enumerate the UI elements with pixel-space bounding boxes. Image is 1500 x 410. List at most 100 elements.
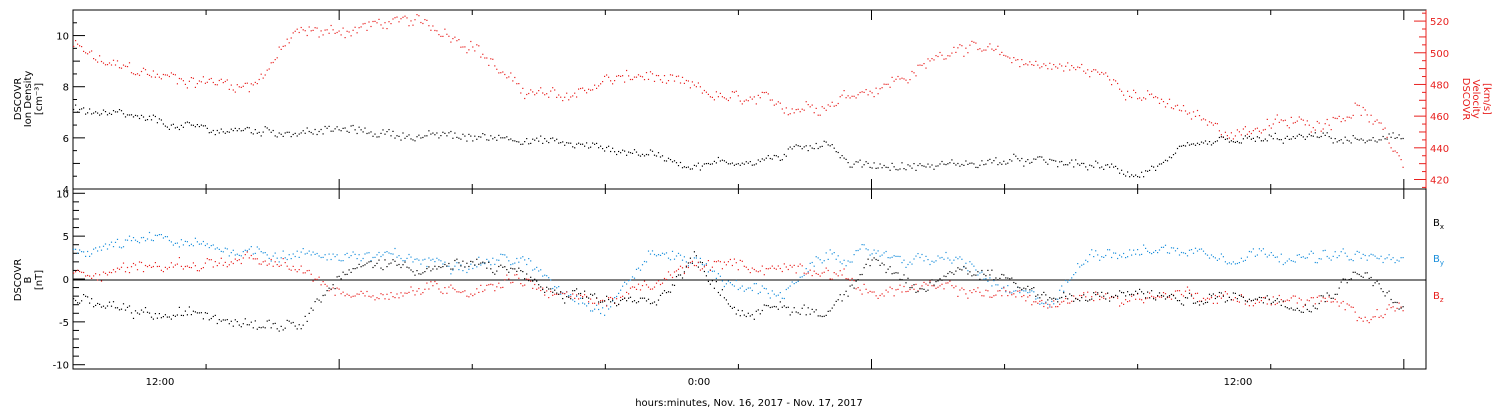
data-point (616, 298, 618, 300)
data-point (1308, 300, 1310, 302)
data-point (1023, 165, 1025, 167)
data-point (1155, 299, 1157, 301)
data-point (478, 291, 480, 293)
data-point (250, 321, 252, 323)
data-point (631, 78, 634, 81)
data-point (91, 253, 93, 255)
data-point (114, 64, 117, 66)
data-point (1089, 299, 1091, 301)
data-point (288, 320, 290, 322)
data-point (873, 249, 875, 251)
data-point (923, 281, 925, 283)
data-point (1342, 118, 1344, 120)
data-point (170, 318, 172, 320)
data-point (226, 79, 228, 81)
data-point (1374, 255, 1376, 257)
data-point (1288, 138, 1290, 140)
data-point (1304, 124, 1306, 126)
data-point (472, 267, 474, 270)
data-point (1115, 252, 1117, 254)
data-point (1129, 176, 1131, 178)
data-point (1107, 292, 1109, 294)
data-point (739, 287, 741, 289)
data-point (1294, 261, 1296, 263)
data-point (1382, 317, 1384, 319)
data-point (953, 46, 955, 48)
data-point (584, 303, 586, 305)
data-point (142, 67, 145, 69)
data-point (1005, 291, 1007, 293)
data-point (1310, 311, 1312, 313)
data-point (388, 298, 390, 300)
data-point (1089, 254, 1091, 256)
data-point (320, 301, 322, 303)
data-point (899, 168, 901, 170)
data-point (1246, 137, 1248, 139)
data-point (873, 257, 875, 259)
data-point (1139, 97, 1141, 99)
data-point (695, 255, 697, 257)
data-point (202, 76, 204, 78)
data-point (1133, 175, 1135, 178)
data-point (1302, 256, 1304, 258)
data-point (546, 275, 548, 277)
data-point (1320, 258, 1322, 260)
data-point (270, 258, 272, 261)
data-point (168, 316, 170, 318)
data-point (1350, 142, 1352, 144)
data-point (1135, 290, 1137, 292)
data-point (462, 291, 464, 293)
data-point (1149, 297, 1151, 299)
data-point (378, 251, 380, 254)
data-point (921, 165, 923, 167)
data-point (576, 294, 578, 296)
data-point (516, 141, 518, 143)
data-point (1284, 262, 1286, 264)
data-point (1364, 109, 1366, 111)
data-point (717, 291, 719, 294)
data-point (106, 305, 109, 307)
data-point (987, 269, 989, 271)
data-point (857, 94, 859, 96)
data-point (863, 283, 865, 285)
data-point (290, 258, 292, 260)
data-point (935, 55, 937, 57)
data-point (352, 268, 354, 270)
data-point (1238, 262, 1240, 264)
data-point (923, 165, 925, 167)
data-point (1328, 257, 1330, 259)
data-point (480, 284, 482, 286)
data-point (673, 271, 676, 273)
data-point (516, 83, 518, 85)
data-point (861, 273, 863, 276)
data-point (1196, 142, 1199, 144)
data-point (709, 163, 711, 165)
data-point (933, 284, 935, 286)
data-point (132, 73, 135, 75)
data-point (464, 266, 466, 268)
data-point (208, 132, 210, 134)
data-point (206, 127, 208, 129)
data-point (1332, 297, 1334, 299)
data-point (873, 96, 875, 98)
data-point (382, 129, 384, 131)
data-point (1061, 301, 1063, 303)
data-point (711, 266, 713, 268)
data-point (1374, 282, 1376, 284)
data-point (1392, 257, 1394, 259)
data-point (807, 307, 809, 309)
data-point (711, 280, 713, 282)
data-point (741, 103, 743, 105)
data-point (164, 266, 166, 268)
data-point (524, 284, 526, 286)
data-point (240, 86, 242, 88)
data-point (1117, 295, 1119, 297)
data-point (1083, 70, 1085, 72)
data-point (584, 290, 586, 292)
data-point (568, 295, 570, 297)
data-point (342, 27, 344, 29)
data-point (284, 327, 286, 329)
data-point (1400, 307, 1402, 309)
data-point (77, 302, 79, 304)
data-point (1298, 116, 1300, 118)
